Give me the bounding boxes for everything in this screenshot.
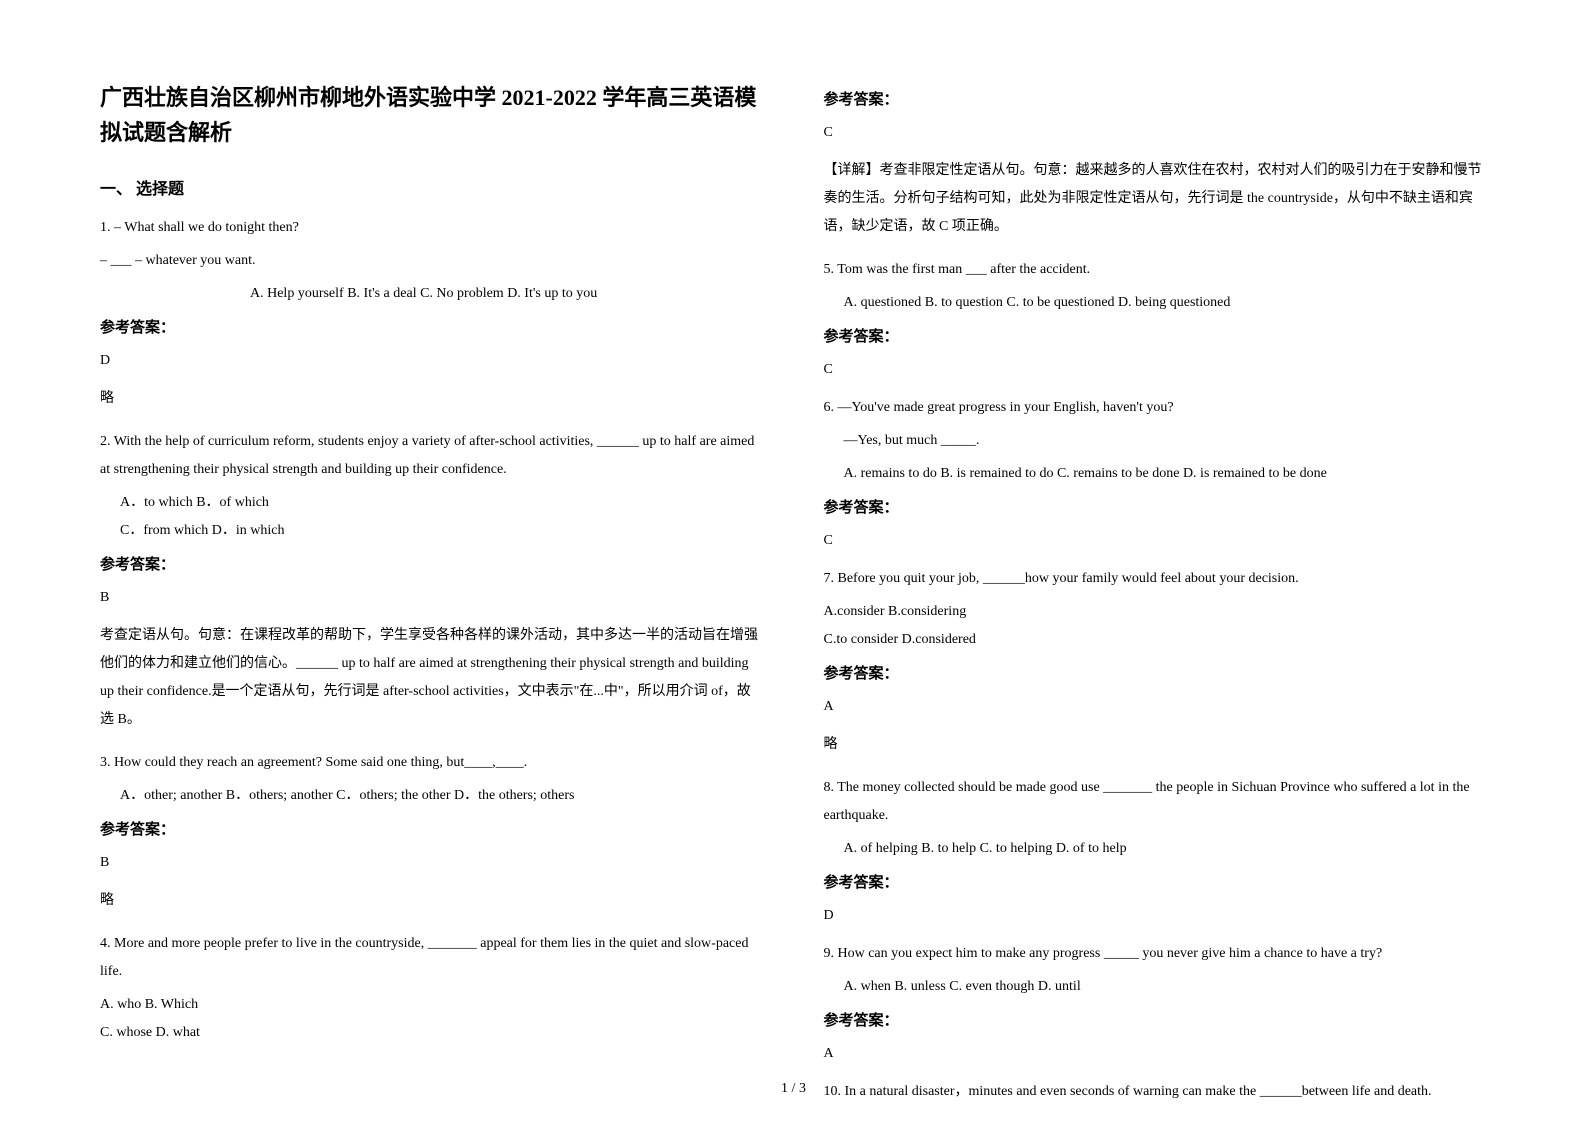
q8-text: 8. The money collected should be made go… xyxy=(824,774,1488,830)
q2-opts1: A．to which B．of which xyxy=(100,489,764,517)
q1-line1: 1. – What shall we do tonight then? xyxy=(100,214,764,242)
q2-text: 2. With the help of curriculum reform, s… xyxy=(100,428,764,484)
q7-opts2: C.to consider D.considered xyxy=(824,626,1488,654)
q4-answer: C xyxy=(824,119,1488,147)
q9-answer: A xyxy=(824,1040,1488,1068)
q9-opts: A. when B. unless C. even though D. unti… xyxy=(824,973,1488,1001)
q1-line2: – ___ – whatever you want. xyxy=(100,247,764,275)
q8-answer: D xyxy=(824,902,1488,930)
q4-explanation: 【详解】考查非限定性定语从句。句意：越来越多的人喜欢住在农村，农村对人们的吸引力… xyxy=(824,157,1488,241)
q7-answer-label: 参考答案： xyxy=(824,662,1488,683)
q2-explanation: 考查定语从句。句意：在课程改革的帮助下，学生享受各种各样的课外活动，其中多达一半… xyxy=(100,622,764,734)
q9-answer-label: 参考答案： xyxy=(824,1009,1488,1030)
right-column: 参考答案： C 【详解】考查非限定性定语从句。句意：越来越多的人喜欢住在农村，农… xyxy=(824,80,1488,1082)
q1-answer: D xyxy=(100,347,764,375)
q8-answer-label: 参考答案： xyxy=(824,871,1488,892)
q3-answer-label: 参考答案： xyxy=(100,818,764,839)
q7-explanation: 略 xyxy=(824,731,1488,759)
q5-text: 5. Tom was the first man ___ after the a… xyxy=(824,256,1488,284)
q4-text: 4. More and more people prefer to live i… xyxy=(100,930,764,986)
q7-text: 7. Before you quit your job, ______how y… xyxy=(824,565,1488,593)
q3-text: 3. How could they reach an agreement? So… xyxy=(100,749,764,777)
q6-answer-label: 参考答案： xyxy=(824,496,1488,517)
q9-text: 9. How can you expect him to make any pr… xyxy=(824,940,1488,968)
q7-answer: A xyxy=(824,693,1488,721)
q5-answer: C xyxy=(824,356,1488,384)
section-header: 一、 选择题 xyxy=(100,175,764,199)
q1-options: A. Help yourself B. It's a deal C. No pr… xyxy=(100,280,764,308)
q3-answer: B xyxy=(100,849,764,877)
q4-opts2: C. whose D. what xyxy=(100,1019,764,1047)
q5-opts: A. questioned B. to question C. to be qu… xyxy=(824,289,1488,317)
q10-text: 10. In a natural disaster，minutes and ev… xyxy=(824,1078,1488,1106)
q1-explanation: 略 xyxy=(100,385,764,413)
left-column: 广西壮族自治区柳州市柳地外语实验中学 2021-2022 学年高三英语模拟试题含… xyxy=(100,80,764,1082)
page-container: 广西壮族自治区柳州市柳地外语实验中学 2021-2022 学年高三英语模拟试题含… xyxy=(0,0,1587,1122)
q4-answer-label: 参考答案： xyxy=(824,88,1488,109)
q5-answer-label: 参考答案： xyxy=(824,325,1488,346)
q3-explanation: 略 xyxy=(100,887,764,915)
q8-opts: A. of helping B. to help C. to helping D… xyxy=(824,835,1488,863)
q1-answer-label: 参考答案： xyxy=(100,316,764,337)
q6-line1: 6. —You've made great progress in your E… xyxy=(824,394,1488,422)
q6-answer: C xyxy=(824,527,1488,555)
page-number: 1 / 3 xyxy=(781,1081,806,1097)
q3-opts: A．other; another B．others; another C．oth… xyxy=(100,782,764,810)
q7-opts1: A.consider B.considering xyxy=(824,598,1488,626)
document-title: 广西壮族自治区柳州市柳地外语实验中学 2021-2022 学年高三英语模拟试题含… xyxy=(100,80,764,150)
q2-opts2: C．from which D．in which xyxy=(100,517,764,545)
q6-opts: A. remains to do B. is remained to do C.… xyxy=(824,460,1488,488)
q4-opts1: A. who B. Which xyxy=(100,991,764,1019)
q6-line2: —Yes, but much _____. xyxy=(824,427,1488,455)
q2-answer-label: 参考答案： xyxy=(100,553,764,574)
q2-answer: B xyxy=(100,584,764,612)
